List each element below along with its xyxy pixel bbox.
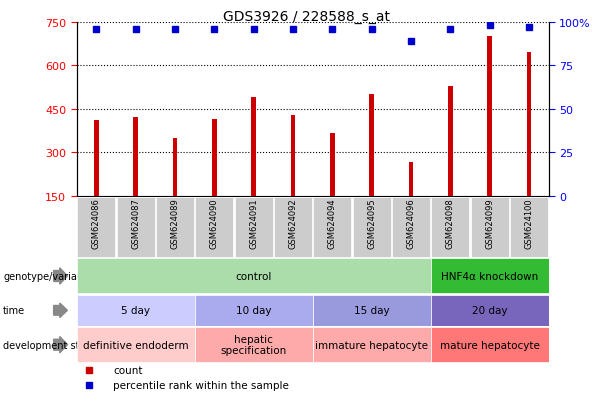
Bar xyxy=(116,197,154,257)
Text: development stage: development stage xyxy=(3,340,97,350)
FancyArrow shape xyxy=(54,268,67,285)
FancyArrow shape xyxy=(54,303,67,318)
Bar xyxy=(196,197,233,257)
Text: GSM624095: GSM624095 xyxy=(367,198,376,249)
Text: GDS3926 / 228588_s_at: GDS3926 / 228588_s_at xyxy=(223,10,390,24)
Text: genotype/variation: genotype/variation xyxy=(3,271,96,281)
Bar xyxy=(173,138,177,196)
Bar xyxy=(527,53,531,196)
Bar xyxy=(235,197,273,257)
Bar xyxy=(392,197,430,257)
Bar xyxy=(313,295,430,326)
Text: 10 day: 10 day xyxy=(236,306,272,316)
Text: immature hepatocyte: immature hepatocyte xyxy=(315,340,428,350)
Text: GSM624087: GSM624087 xyxy=(131,198,140,249)
Text: percentile rank within the sample: percentile rank within the sample xyxy=(113,380,289,390)
Bar xyxy=(313,328,430,362)
Bar xyxy=(195,295,313,326)
Bar xyxy=(77,328,195,362)
Bar xyxy=(510,197,548,257)
Text: time: time xyxy=(3,306,25,316)
Bar xyxy=(291,115,295,196)
Text: count: count xyxy=(113,366,143,375)
Bar xyxy=(487,37,492,196)
Text: control: control xyxy=(235,271,272,281)
FancyArrow shape xyxy=(54,337,67,353)
Bar xyxy=(274,197,312,257)
Bar xyxy=(156,197,194,257)
Text: GSM624092: GSM624092 xyxy=(289,198,297,249)
Bar xyxy=(133,118,138,196)
Bar xyxy=(448,86,452,196)
Text: 15 day: 15 day xyxy=(354,306,389,316)
Text: GSM624098: GSM624098 xyxy=(446,198,455,249)
Bar xyxy=(430,328,549,362)
Bar xyxy=(251,98,256,196)
Text: 20 day: 20 day xyxy=(472,306,508,316)
Bar xyxy=(77,197,115,257)
Text: HNF4α knockdown: HNF4α knockdown xyxy=(441,271,538,281)
Bar xyxy=(432,197,469,257)
Bar xyxy=(409,163,413,196)
Bar xyxy=(352,197,390,257)
Bar xyxy=(330,134,335,196)
Bar xyxy=(471,197,509,257)
Text: GSM624094: GSM624094 xyxy=(328,198,337,249)
Text: hepatic
specification: hepatic specification xyxy=(221,334,287,356)
Bar xyxy=(77,295,195,326)
Text: definitive endoderm: definitive endoderm xyxy=(83,340,188,350)
Text: 5 day: 5 day xyxy=(121,306,150,316)
Text: GSM624086: GSM624086 xyxy=(92,198,101,249)
Bar xyxy=(313,197,351,257)
Text: GSM624099: GSM624099 xyxy=(485,198,494,249)
Text: GSM624091: GSM624091 xyxy=(249,198,258,249)
Text: GSM624100: GSM624100 xyxy=(525,198,533,249)
Bar xyxy=(212,120,216,196)
Text: GSM624090: GSM624090 xyxy=(210,198,219,249)
Bar xyxy=(94,121,99,196)
Text: GSM624096: GSM624096 xyxy=(406,198,416,249)
Bar xyxy=(430,259,549,294)
Text: mature hepatocyte: mature hepatocyte xyxy=(440,340,539,350)
Bar xyxy=(430,295,549,326)
Bar xyxy=(195,328,313,362)
Bar xyxy=(77,259,430,294)
Text: GSM624089: GSM624089 xyxy=(170,198,180,249)
Bar xyxy=(369,95,374,196)
